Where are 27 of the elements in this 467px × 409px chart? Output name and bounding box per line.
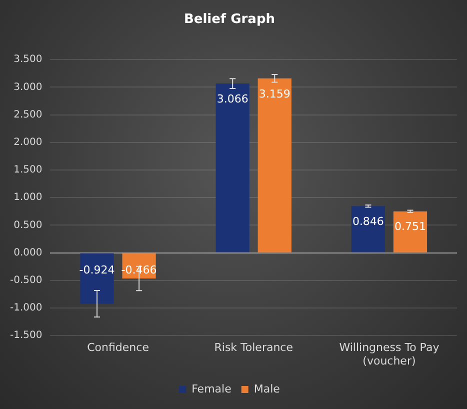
bar (80, 253, 114, 304)
bar (216, 84, 250, 252)
bar (258, 78, 292, 252)
y-tick-label: 2.000 (14, 136, 42, 148)
data-label: 3.159 (258, 87, 290, 100)
x-tick-label: Confidence (87, 341, 150, 354)
data-label: 0.846 (352, 214, 384, 228)
data-label: 3.066 (216, 92, 248, 106)
y-tick-label: -0.500 (10, 274, 42, 286)
y-tick-label: 3.000 (14, 82, 42, 93)
x-tick-label: Risk Tolerance (214, 341, 294, 354)
y-tick-label: 1.500 (14, 164, 42, 176)
data-label: 0.751 (394, 220, 426, 234)
y-tick-label: -1.500 (10, 330, 42, 342)
y-tick-label: -1.000 (10, 302, 42, 314)
y-tick-label: 3.500 (14, 54, 42, 66)
bar (351, 206, 386, 252)
bar (393, 211, 428, 252)
y-tick-label: 2.500 (14, 109, 42, 120)
data-label: -0.924 (79, 264, 115, 277)
chart-title: Belief Graph (184, 12, 276, 28)
legend-label: Male (254, 382, 280, 396)
legend-label: Female (192, 382, 232, 396)
y-tick-label: 0.000 (14, 247, 42, 258)
y-tick-label: 1.000 (14, 192, 42, 204)
x-tick-label: Willingness To Pay (voucher) (339, 341, 440, 368)
y-tick-label: 0.500 (14, 220, 42, 231)
